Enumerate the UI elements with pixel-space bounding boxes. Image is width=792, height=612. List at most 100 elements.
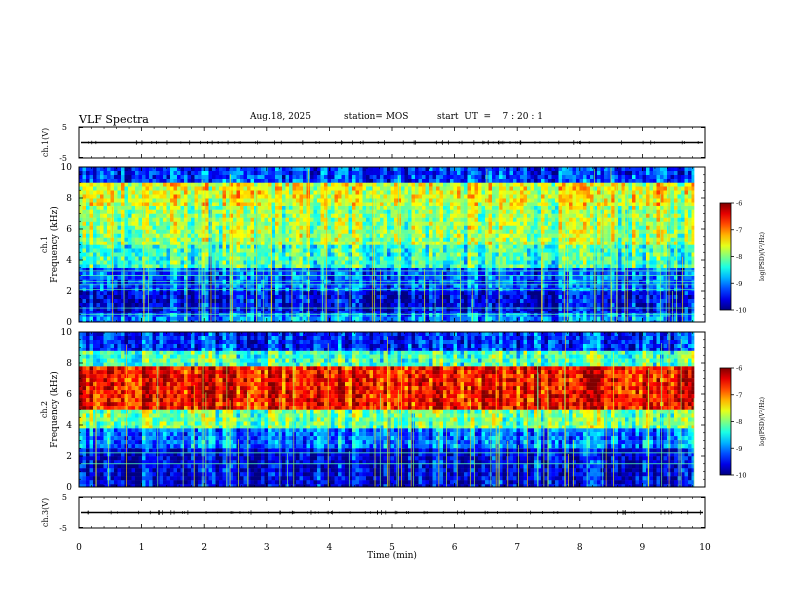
ch1-spectrogram-cell (352, 291, 356, 296)
ch1-spectrogram-cell (572, 264, 577, 268)
ch1-spectrogram-cell (156, 312, 160, 317)
ch1-spectrogram-cell (117, 229, 122, 234)
ch1-spectrogram-cell (604, 320, 608, 323)
ch1-spectrogram-cell (611, 275, 615, 280)
ch1-spectrogram-cell (548, 264, 552, 268)
ch1-spectrogram-cell (562, 252, 566, 257)
ch1-spectrogram-cell (114, 256, 118, 261)
ch1-spectrogram-cell (180, 252, 185, 257)
ch1-spectrogram-cell (222, 316, 227, 321)
ch1-spectrogram-cell (138, 316, 143, 321)
ch1-spectrogram-cell (523, 267, 528, 272)
ch1-spectrogram-cell (261, 260, 265, 265)
ch1-spectrogram-cell (457, 267, 461, 272)
ch1-spectrogram-cell (327, 213, 332, 218)
ch1-spectrogram-cell (145, 267, 150, 272)
ch1-spectrogram-cell (516, 275, 521, 280)
ch1-spectrogram-cell (145, 295, 150, 300)
ch1-spectrogram-cell (649, 248, 654, 253)
ch1-spectrogram-cell (450, 205, 454, 210)
ch1-spectrogram-cell (289, 303, 293, 308)
ch1-spectrogram-cell (373, 252, 377, 257)
ch1-spectrogram-cell (558, 295, 563, 300)
ch1-spectrogram-cell (261, 256, 265, 261)
ch1-spectrogram-cell (670, 271, 675, 276)
ch1-spectrogram-cell (268, 244, 272, 249)
ch1-spectrogram-cell (646, 221, 650, 226)
ch1-spectrogram-cell (121, 260, 125, 265)
ch1-spectrogram-cell (495, 213, 500, 218)
ch1-spectrogram-cell (152, 217, 157, 222)
ch1-spectrogram-cell (383, 225, 388, 230)
ch1-spectrogram-cell (590, 299, 594, 304)
ch1-spectrogram-cell (492, 307, 496, 312)
ch1-spectrogram-cell (408, 209, 412, 214)
ch1-spectrogram-cell (481, 271, 486, 276)
ch1-spectrogram-cell (79, 291, 83, 296)
ch1-spectrogram-cell (373, 291, 377, 296)
ch1-spectrogram-cell (520, 217, 524, 222)
ch1-spectrogram-cell (642, 217, 647, 222)
ch1-spectrogram-cell (163, 295, 167, 300)
ch1-spectrogram-cell (635, 217, 640, 222)
ch1-spectrogram-cell (317, 252, 321, 257)
ch1-spectrogram-cell (593, 256, 598, 261)
ch1-spectrogram-cell (362, 275, 367, 280)
ch1-spectrogram-cell (642, 275, 647, 280)
ch1-spectrogram-cell (544, 256, 549, 261)
ch1-spectrogram-cell (425, 225, 430, 230)
ch1-spectrogram-cell (429, 267, 433, 272)
ch1-spectrogram-cell (236, 312, 241, 317)
ch1-spectrogram-cell (163, 312, 167, 317)
ch1-spectrogram-cell (292, 311, 297, 313)
ch1-spectrogram-cell (471, 248, 475, 253)
ch1-spectrogram-cell (583, 205, 587, 210)
ch1-spectrogram-cell (569, 260, 573, 265)
ch1-spectrogram-cell (173, 205, 178, 210)
ch1-spectrogram-cell (292, 205, 297, 210)
ch1-spectrogram-cell (278, 316, 283, 321)
ch1-spectrogram-cell (296, 303, 300, 308)
ch1-spectrogram-cell (688, 217, 692, 222)
ch1-spectrogram-cell (331, 221, 335, 226)
ch1-spectrogram-cell (429, 260, 433, 265)
ch1-spectrogram-cell (352, 312, 356, 317)
ch1-spectrogram-cell (390, 209, 395, 214)
ch1-spectrogram-cell (565, 213, 570, 218)
ch1-spectrogram-cell (534, 299, 538, 304)
ch1-spectrogram-cell (275, 248, 279, 253)
ch1-spectrogram-cell (243, 275, 248, 280)
ch1-spectrogram-cell (177, 283, 181, 288)
ch1-spectrogram-cell (625, 316, 629, 321)
ch1-spectrogram-cell (464, 291, 468, 296)
ch1-spectrogram-cell (355, 248, 360, 253)
ch1-spectrogram-cell (481, 291, 486, 296)
ch1-spectrogram-cell (327, 307, 332, 312)
ch1-spectrogram-cell (173, 271, 178, 276)
ch1-spectrogram-cell (117, 283, 122, 288)
ch1-spectrogram-cell (460, 307, 465, 312)
ch1-spectrogram-cell (380, 248, 384, 253)
ch1-spectrogram-cell (404, 291, 409, 296)
ch1-spectrogram-cell (632, 248, 636, 253)
ch1-spectrogram-cell (163, 217, 167, 222)
ch1-spectrogram-cell (184, 248, 188, 253)
ch1-spectrogram-cell (383, 299, 388, 304)
ch1-spectrogram-cell (173, 316, 178, 321)
ch1-spectrogram-cell (443, 275, 447, 280)
ch1-spectrogram-cell (366, 225, 370, 230)
ch1-spectrogram-cell (89, 303, 94, 308)
ch1-spectrogram-cell (520, 225, 524, 230)
ch1-spectrogram-cell (418, 217, 423, 222)
ch1-spectrogram-cell (523, 275, 528, 280)
ch1-spectrogram-cell (331, 244, 335, 249)
ch1-spectrogram-cell (387, 267, 391, 272)
ch1-spectrogram-cell (684, 244, 689, 249)
ch1-spectrogram-cell (324, 291, 328, 296)
ch1-spectrogram-cell (495, 252, 500, 257)
ch1-spectrogram-cell (79, 307, 83, 312)
ch1-spectrogram-cell (621, 312, 626, 317)
ch1-spectrogram-cell (572, 209, 577, 214)
ch1-spectrogram-cell (194, 291, 199, 296)
ch1-spectrogram-cell (327, 205, 332, 210)
